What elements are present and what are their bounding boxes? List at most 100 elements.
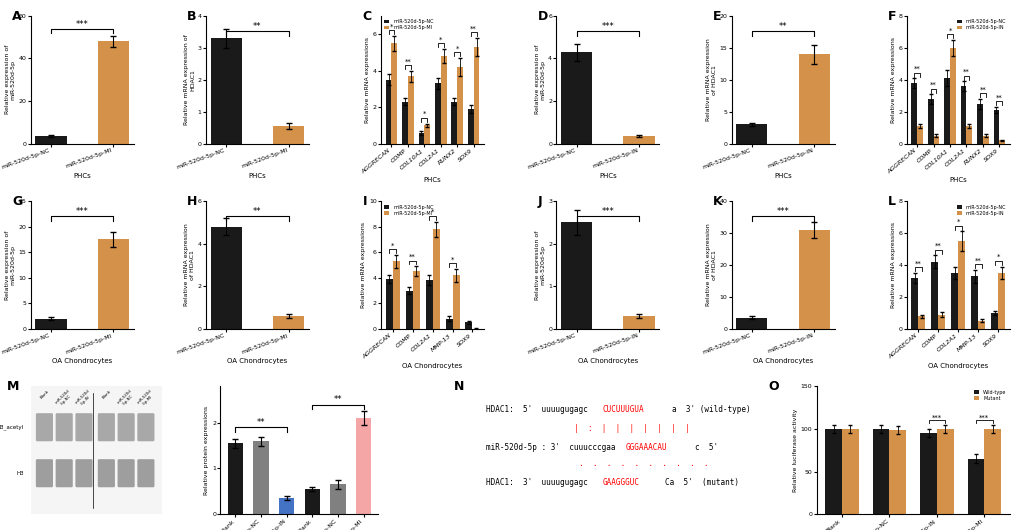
Bar <box>210 227 242 329</box>
X-axis label: PHCs: PHCs <box>598 173 616 179</box>
Text: L: L <box>888 195 896 208</box>
Bar <box>468 109 473 144</box>
Text: **: ** <box>405 58 411 64</box>
Bar <box>966 126 971 144</box>
Text: **: ** <box>929 82 936 88</box>
Text: **: ** <box>253 207 261 216</box>
Bar <box>999 140 1004 144</box>
Text: ***: *** <box>75 20 89 29</box>
Text: F: F <box>888 10 896 22</box>
Bar <box>385 279 392 329</box>
Bar <box>473 47 479 144</box>
Bar <box>736 125 766 144</box>
X-axis label: PHCs: PHCs <box>73 173 91 179</box>
Bar <box>425 280 432 329</box>
Text: E: E <box>712 10 720 22</box>
Y-axis label: Relative mRNA expression
of HDAC1: Relative mRNA expression of HDAC1 <box>705 38 716 121</box>
Text: miR-520d
-5p-MI: miR-520d -5p-MI <box>137 389 156 408</box>
Text: ***: *** <box>601 207 613 216</box>
FancyBboxPatch shape <box>98 459 115 487</box>
Bar <box>937 314 945 329</box>
Y-axis label: Relative mRNA expressions: Relative mRNA expressions <box>890 222 895 308</box>
Text: ***: *** <box>931 414 942 420</box>
Text: *: * <box>422 111 426 117</box>
Text: C: C <box>362 10 371 22</box>
Y-axis label: Relative expression of
miR-520d-5p: Relative expression of miR-520d-5p <box>534 45 545 114</box>
Text: miR-520d
-5p-IN: miR-520d -5p-IN <box>74 389 94 408</box>
Bar <box>967 459 983 514</box>
FancyBboxPatch shape <box>56 459 72 487</box>
X-axis label: OA Chondrocytes: OA Chondrocytes <box>227 358 287 364</box>
Legend: Wild-type, Mutant: Wild-type, Mutant <box>972 389 1007 402</box>
Bar <box>951 273 957 329</box>
Text: H3_acetyl: H3_acetyl <box>0 425 24 430</box>
Bar <box>927 99 932 144</box>
Bar <box>98 41 128 144</box>
Text: HDAC1:  3'  uuuugugagc: HDAC1: 3' uuuugugagc <box>486 478 587 487</box>
Bar <box>98 240 128 329</box>
Text: A: A <box>12 10 21 22</box>
Text: a  3' (wild-type): a 3' (wild-type) <box>672 405 750 414</box>
FancyBboxPatch shape <box>98 413 115 441</box>
Text: ***: *** <box>978 414 988 420</box>
Bar <box>960 86 966 144</box>
Bar <box>970 276 977 329</box>
Text: **: ** <box>914 261 921 267</box>
Y-axis label: Relative mRNA expression
of HDAC1: Relative mRNA expression of HDAC1 <box>183 224 195 306</box>
Bar <box>278 498 294 514</box>
FancyBboxPatch shape <box>75 459 93 487</box>
Bar <box>457 67 463 144</box>
Text: *: * <box>430 209 434 215</box>
X-axis label: PHCs: PHCs <box>949 178 966 183</box>
Bar <box>435 83 440 144</box>
Text: miR-520d-5p : 3'  cuuucccgaa: miR-520d-5p : 3' cuuucccgaa <box>486 443 615 452</box>
Bar <box>330 484 345 514</box>
X-axis label: PHCs: PHCs <box>249 173 266 179</box>
Text: H3: H3 <box>16 471 24 476</box>
FancyBboxPatch shape <box>117 459 135 487</box>
Bar <box>919 433 936 514</box>
Y-axis label: Relative expression of
miR-520d-5p: Relative expression of miR-520d-5p <box>5 231 15 299</box>
X-axis label: OA Chondrocytes: OA Chondrocytes <box>577 358 637 364</box>
Bar <box>930 262 937 329</box>
Bar <box>736 317 766 329</box>
Bar <box>273 126 304 144</box>
Text: CUCUUUGUA: CUCUUUGUA <box>601 405 643 414</box>
Bar <box>983 429 1000 514</box>
Y-axis label: Relative mRNA expressions: Relative mRNA expressions <box>365 37 370 123</box>
FancyBboxPatch shape <box>56 413 72 441</box>
Bar <box>911 278 917 329</box>
FancyBboxPatch shape <box>36 413 53 441</box>
Text: **: ** <box>995 94 1002 101</box>
Bar <box>408 76 414 144</box>
Bar <box>36 136 66 144</box>
Text: **: ** <box>974 258 980 263</box>
Text: K: K <box>712 195 721 208</box>
Text: H: H <box>187 195 198 208</box>
Text: *: * <box>455 46 459 51</box>
Bar <box>440 56 446 144</box>
Bar <box>227 444 243 514</box>
Bar <box>253 441 268 514</box>
Text: *: * <box>450 257 453 262</box>
Text: GAAGGGUC: GAAGGGUC <box>601 478 639 487</box>
Bar <box>391 43 396 144</box>
Text: *: * <box>439 37 442 42</box>
Y-axis label: Relative expression of
miR-520d-5p: Relative expression of miR-520d-5p <box>5 45 15 114</box>
Text: I: I <box>362 195 367 208</box>
Text: M: M <box>7 380 19 393</box>
Text: D: D <box>537 10 547 22</box>
Y-axis label: Relative luciferase activity: Relative luciferase activity <box>792 409 797 492</box>
Text: ***: *** <box>775 207 789 216</box>
Bar <box>385 80 391 144</box>
FancyBboxPatch shape <box>138 459 154 487</box>
Y-axis label: Relative mRNA expression of
HDAC1: Relative mRNA expression of HDAC1 <box>183 34 195 125</box>
Bar <box>465 322 472 329</box>
Text: **: ** <box>913 66 919 72</box>
Bar <box>623 316 654 329</box>
Text: *: * <box>389 24 392 30</box>
Bar <box>949 48 955 144</box>
Text: Blank: Blank <box>101 389 111 400</box>
Text: miR-520d
-5p-NC: miR-520d -5p-NC <box>116 389 136 408</box>
Bar <box>424 126 430 144</box>
